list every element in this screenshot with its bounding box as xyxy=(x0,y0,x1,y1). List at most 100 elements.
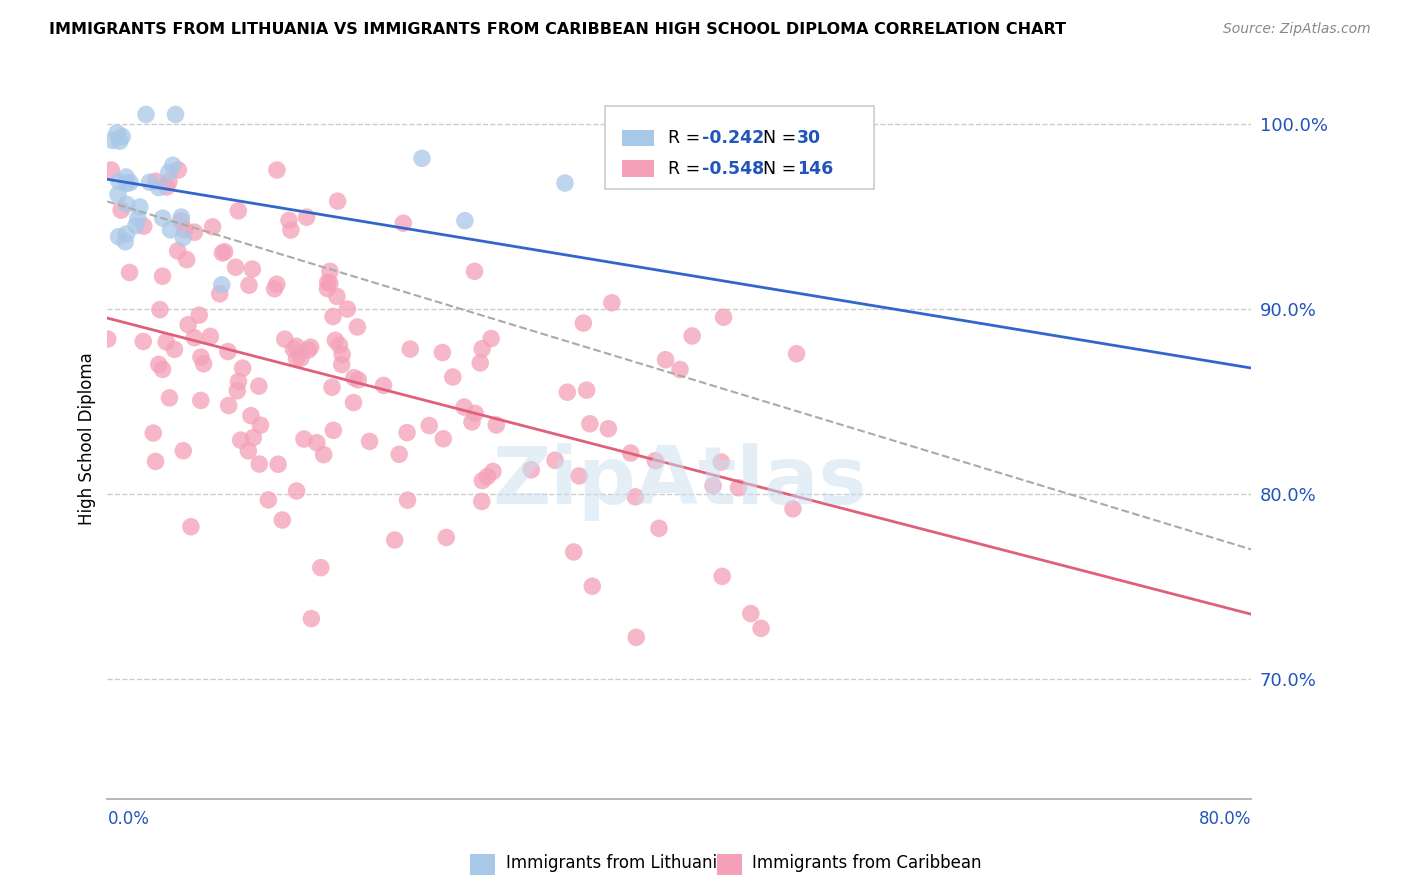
Point xyxy=(520,463,543,477)
Point xyxy=(183,331,205,345)
Point xyxy=(418,418,440,433)
Point xyxy=(309,560,332,574)
Text: R =: R = xyxy=(668,160,706,178)
Point xyxy=(170,210,193,224)
Point xyxy=(285,483,308,498)
Point xyxy=(148,358,170,372)
Point xyxy=(242,431,264,445)
Point xyxy=(135,107,157,121)
Point xyxy=(201,219,224,234)
Text: N =: N = xyxy=(763,160,801,178)
Point xyxy=(152,211,174,226)
Point xyxy=(110,203,132,218)
Point xyxy=(453,400,475,414)
Point xyxy=(669,362,692,376)
Point xyxy=(396,425,419,440)
Point xyxy=(238,278,260,293)
FancyBboxPatch shape xyxy=(623,161,654,177)
Point xyxy=(384,533,406,547)
Text: 0.0%: 0.0% xyxy=(107,811,149,829)
Point xyxy=(247,457,270,471)
Point xyxy=(346,320,368,334)
Text: 146: 146 xyxy=(797,160,834,178)
Point xyxy=(432,432,454,446)
Point xyxy=(711,569,734,583)
Point xyxy=(208,286,231,301)
FancyBboxPatch shape xyxy=(605,106,875,189)
Point xyxy=(166,244,188,258)
Point xyxy=(336,301,359,316)
Point xyxy=(434,531,457,545)
Y-axis label: High School Diploma: High School Diploma xyxy=(79,352,96,524)
Point xyxy=(396,493,419,508)
Point xyxy=(108,175,131,189)
Point xyxy=(326,289,349,303)
Text: R =: R = xyxy=(668,128,706,147)
Point xyxy=(162,158,184,172)
Point xyxy=(388,447,411,461)
Point xyxy=(200,329,222,343)
Point xyxy=(128,200,150,214)
Point xyxy=(193,357,215,371)
Point xyxy=(290,351,312,366)
Point xyxy=(159,391,181,405)
Text: Immigrants from Caribbean: Immigrants from Caribbean xyxy=(752,855,981,872)
Text: Immigrants from Lithuania: Immigrants from Lithuania xyxy=(506,855,727,872)
Point xyxy=(101,133,124,147)
Point xyxy=(120,176,142,190)
Point xyxy=(172,443,194,458)
Text: 30: 30 xyxy=(797,128,821,147)
Point xyxy=(190,350,212,364)
Point xyxy=(127,211,149,226)
Point xyxy=(229,433,252,447)
Point xyxy=(482,465,505,479)
Point xyxy=(145,454,167,468)
Point xyxy=(285,351,308,366)
Point xyxy=(240,409,263,423)
Point xyxy=(485,417,508,432)
Point xyxy=(572,316,595,330)
Point xyxy=(319,264,342,278)
Point xyxy=(149,302,172,317)
Point xyxy=(544,453,567,467)
Point xyxy=(328,338,350,352)
Point xyxy=(326,194,349,209)
Point xyxy=(461,415,484,429)
Point xyxy=(240,262,263,277)
Point xyxy=(211,277,233,292)
Point xyxy=(115,197,138,211)
Point xyxy=(316,281,339,295)
Point xyxy=(157,175,180,189)
Point xyxy=(280,223,302,237)
Point xyxy=(681,329,703,343)
Point xyxy=(454,213,477,227)
Text: -0.548: -0.548 xyxy=(702,160,765,178)
Point xyxy=(190,393,212,408)
Point xyxy=(727,481,749,495)
Point xyxy=(554,176,576,190)
Point xyxy=(170,214,193,228)
Point xyxy=(176,252,198,267)
Point xyxy=(740,607,762,621)
Point xyxy=(330,347,353,361)
Point xyxy=(648,521,671,535)
Point xyxy=(228,375,250,389)
Point xyxy=(138,175,160,189)
Point xyxy=(263,282,285,296)
Point xyxy=(477,469,499,483)
Point xyxy=(568,469,591,483)
Point xyxy=(464,264,486,278)
Point xyxy=(238,443,260,458)
Point xyxy=(283,343,305,357)
Point xyxy=(183,225,205,239)
Point xyxy=(598,422,620,436)
Point xyxy=(624,490,647,504)
Point xyxy=(226,203,249,218)
Text: IMMIGRANTS FROM LITHUANIA VS IMMIGRANTS FROM CARIBBEAN HIGH SCHOOL DIPLOMA CORRE: IMMIGRANTS FROM LITHUANIA VS IMMIGRANTS … xyxy=(49,22,1066,37)
Text: 80.0%: 80.0% xyxy=(1199,811,1251,829)
Point xyxy=(172,230,194,244)
Point xyxy=(97,332,120,346)
Point xyxy=(152,362,174,376)
Point xyxy=(107,187,129,202)
Point xyxy=(163,343,186,357)
